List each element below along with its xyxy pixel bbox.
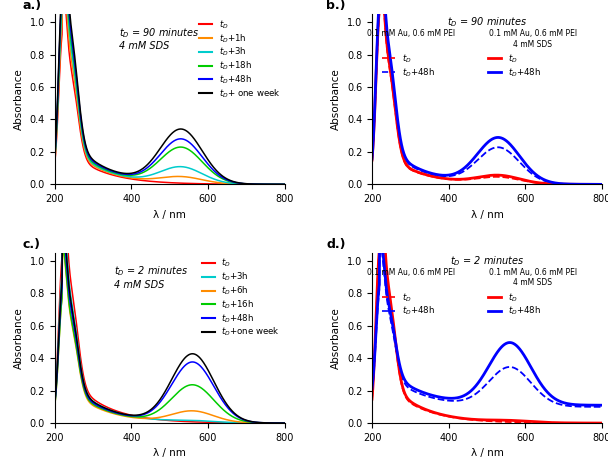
Text: d.): d.) [326, 238, 345, 251]
Text: c.): c.) [22, 238, 41, 251]
Text: 0.1 mM Au, 0.6 mM PEI
4 mM SDS: 0.1 mM Au, 0.6 mM PEI 4 mM SDS [489, 29, 577, 49]
X-axis label: λ / nm: λ / nm [471, 448, 503, 458]
Legend: $t_D$, $t_D$+1h, $t_D$+3h, $t_D$+18h, $t_D$+48h, $t_D$+ one week: $t_D$, $t_D$+1h, $t_D$+3h, $t_D$+18h, $t… [199, 18, 280, 100]
Text: 0.1 mM Au, 0.6 mM PEI: 0.1 mM Au, 0.6 mM PEI [367, 268, 455, 277]
X-axis label: λ / nm: λ / nm [471, 210, 503, 220]
Text: $t_D$ = 90 minutes
4 mM SDS: $t_D$ = 90 minutes 4 mM SDS [119, 26, 199, 51]
X-axis label: λ / nm: λ / nm [153, 448, 186, 458]
Y-axis label: Absorbance: Absorbance [331, 68, 341, 130]
Legend: $t_D$, $t_D$+48h: $t_D$, $t_D$+48h [485, 288, 544, 321]
Text: 0.1 mM Au, 0.6 mM PEI: 0.1 mM Au, 0.6 mM PEI [367, 29, 455, 38]
Y-axis label: Absorbance: Absorbance [14, 68, 24, 130]
Text: $t_D$ = 90 minutes: $t_D$ = 90 minutes [447, 16, 527, 29]
X-axis label: λ / nm: λ / nm [153, 210, 186, 220]
Y-axis label: Absorbance: Absorbance [14, 307, 24, 369]
Legend: $t_D$, $t_D$+3h, $t_D$+6h, $t_D$+16h, $t_D$+48h, $t_D$+one week: $t_D$, $t_D$+3h, $t_D$+6h, $t_D$+16h, $t… [202, 257, 280, 339]
Text: b.): b.) [326, 0, 345, 12]
Text: $t_D$ = 2 minutes: $t_D$ = 2 minutes [450, 254, 524, 268]
Legend: $t_D$, $t_D$+48h: $t_D$, $t_D$+48h [485, 49, 544, 82]
Text: $t_D$ = 2 minutes
4 mM SDS: $t_D$ = 2 minutes 4 mM SDS [114, 265, 189, 290]
Text: a.): a.) [22, 0, 42, 12]
Text: 0.1 mM Au, 0.6 mM PEI
4 mM SDS: 0.1 mM Au, 0.6 mM PEI 4 mM SDS [489, 268, 577, 287]
Y-axis label: Absorbance: Absorbance [331, 307, 341, 369]
